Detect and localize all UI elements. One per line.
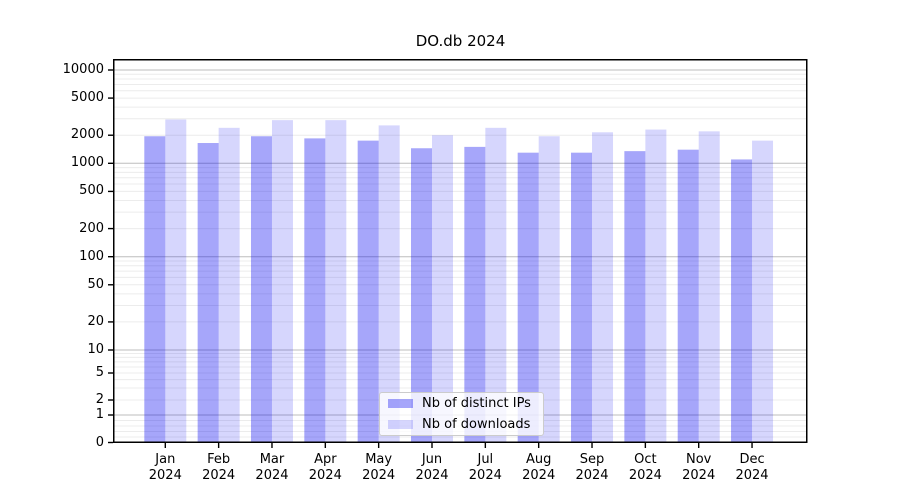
x-tick-month: Dec (739, 452, 765, 467)
bar-distinct-ips-jul (464, 146, 486, 443)
y-tick-label: 200 (79, 220, 104, 236)
x-tick-year: 2024 (255, 468, 289, 483)
y-tick-label: 50 (87, 276, 104, 292)
bar-distinct-ips-jun (411, 148, 432, 443)
bar-downloads-oct (645, 129, 667, 443)
bar-distinct-ips-nov (677, 149, 699, 443)
x-tick-label: Feb 2024 (187, 452, 251, 484)
x-tick-label: Apr 2024 (293, 452, 357, 484)
x-tick-label: Jan 2024 (133, 452, 197, 484)
y-tick-label: 5 (95, 365, 104, 380)
bar-downloads-jul (485, 127, 507, 443)
bar-downloads-dec (752, 140, 774, 443)
x-tick-month: May (365, 452, 393, 467)
legend-item: Nb of distinct IPs (388, 394, 543, 413)
x-tick-label: Jul 2024 (453, 452, 517, 484)
x-tick-year: 2024 (575, 468, 609, 483)
bar-downloads-feb (218, 127, 240, 443)
x-tick-year: 2024 (362, 468, 396, 483)
x-tick-label: Oct 2024 (613, 452, 677, 484)
bar-downloads-apr (325, 120, 347, 443)
x-tick-label: Sep 2024 (560, 452, 624, 484)
x-tick-month: Jun (421, 452, 443, 467)
plot-border (113, 59, 808, 443)
bar-downloads-jun (432, 135, 453, 443)
legend-swatch-downloads (388, 420, 413, 429)
x-tick-year: 2024 (468, 468, 502, 483)
x-tick-year: 2024 (308, 468, 342, 483)
bar-downloads-aug (538, 136, 560, 443)
x-tick-month: Oct (634, 452, 657, 467)
x-tick-year: 2024 (735, 468, 769, 483)
x-tick-label: Mar 2024 (240, 452, 304, 484)
bar-distinct-ips-feb (197, 143, 219, 443)
bar-distinct-ips-apr (304, 138, 326, 443)
x-tick-month: Aug (525, 452, 552, 467)
x-tick-label: May 2024 (347, 452, 411, 484)
x-tick-year: 2024 (628, 468, 662, 483)
bar-distinct-ips-jan (144, 136, 166, 443)
bar-distinct-ips-may (357, 140, 379, 443)
x-tick-year: 2024 (148, 468, 182, 483)
bar-downloads-may (378, 125, 400, 443)
y-tick-label: 5000 (70, 90, 104, 106)
legend-label: Nb of distinct IPs (422, 396, 531, 411)
x-tick-month: Jan (155, 452, 176, 467)
x-tick-year: 2024 (202, 468, 236, 483)
y-tick-label: 2 (95, 392, 104, 407)
y-tick-label: 100 (79, 248, 104, 264)
bar-downloads-nov (698, 131, 720, 443)
y-tick-label: 0 (95, 434, 104, 450)
y-tick-label: 1 (95, 407, 104, 422)
x-tick-label: Aug 2024 (507, 452, 571, 484)
y-tick-label: 10 (87, 342, 104, 357)
bar-downloads-jan (165, 119, 187, 443)
x-tick-month: Jul (477, 452, 494, 467)
bar-distinct-ips-aug (517, 152, 539, 443)
x-tick-month: Mar (259, 452, 285, 467)
y-tick-label: 500 (79, 183, 104, 199)
legend-item: Nb of downloads (388, 415, 543, 434)
y-tick-label: 1000 (70, 155, 104, 171)
chart-title: DO.db 2024 (415, 32, 506, 50)
x-tick-month: Sep (579, 452, 605, 467)
y-tick-label: 10000 (62, 62, 104, 77)
x-tick-year: 2024 (522, 468, 556, 483)
x-tick-month: Apr (314, 452, 337, 467)
y-tick-label: 2000 (70, 127, 104, 143)
x-tick-label: Nov 2024 (667, 452, 731, 484)
bar-distinct-ips-dec (731, 159, 753, 443)
y-tick-label: 20 (87, 313, 104, 329)
x-tick-label: Dec 2024 (720, 452, 784, 484)
x-tick-month: Nov (686, 452, 712, 467)
bar-distinct-ips-mar (250, 136, 272, 443)
x-tick-month: Feb (207, 452, 231, 467)
x-tick-year: 2024 (415, 468, 449, 483)
bar-distinct-ips-oct (624, 151, 646, 443)
x-tick-label: Jun 2024 (400, 452, 464, 484)
bar-downloads-sep (592, 132, 614, 443)
x-tick-year: 2024 (682, 468, 716, 483)
legend-label: Nb of downloads (422, 417, 531, 432)
legend: Nb of distinct IPs Nb of downloads (379, 392, 544, 436)
bar-downloads-mar (271, 120, 293, 443)
legend-swatch-distinct-ips (388, 399, 413, 408)
bar-distinct-ips-sep (571, 152, 593, 443)
